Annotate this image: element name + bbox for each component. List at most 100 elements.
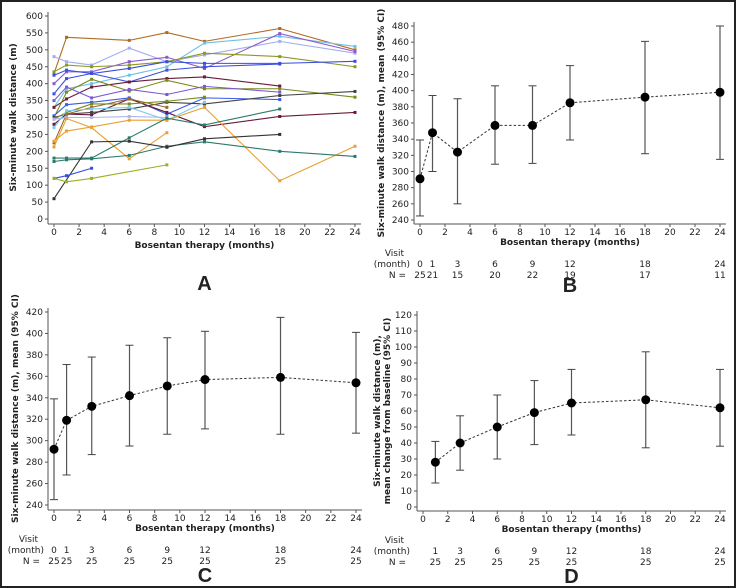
x-tick-label: 8 bbox=[519, 515, 525, 525]
y-tick-label: 280 bbox=[26, 458, 43, 468]
series-point bbox=[278, 132, 282, 136]
mean-point bbox=[455, 438, 465, 448]
series-point bbox=[90, 65, 94, 69]
x-axis-label: Bosentan therapy (months) bbox=[500, 238, 640, 248]
mean-point bbox=[276, 372, 285, 382]
x-tick-label: 16 bbox=[614, 228, 626, 238]
y-tick-label: 20 bbox=[401, 471, 413, 481]
visit-month-value: 12 bbox=[564, 260, 575, 270]
y-axis-label: Six-minute walk distance (m) bbox=[9, 43, 19, 191]
series-point bbox=[278, 62, 282, 66]
series-point bbox=[278, 114, 282, 118]
mean-point bbox=[715, 87, 725, 97]
series-point bbox=[278, 34, 282, 38]
n-value: 17 bbox=[639, 271, 650, 281]
n-value: 25 bbox=[454, 558, 465, 568]
n-value: 22 bbox=[527, 271, 538, 281]
n-row-label: N = bbox=[23, 557, 40, 567]
x-tick-label: 22 bbox=[690, 515, 701, 525]
x-tick-label: 24 bbox=[714, 228, 726, 238]
x-tick-label: 20 bbox=[664, 228, 676, 238]
x-tick-label: 10 bbox=[174, 228, 186, 238]
n-value: 20 bbox=[489, 271, 501, 281]
visit-month-value: 0 bbox=[417, 260, 423, 270]
series-point bbox=[353, 89, 357, 93]
series-point bbox=[90, 140, 94, 144]
mean-point bbox=[430, 457, 440, 467]
series-point bbox=[90, 113, 94, 117]
series-point bbox=[65, 68, 69, 72]
x-tick-label: 4 bbox=[101, 514, 107, 524]
series-point bbox=[52, 159, 56, 163]
series-line-24 bbox=[53, 164, 167, 183]
mean-point bbox=[490, 120, 500, 130]
series-point bbox=[127, 157, 131, 161]
series-point bbox=[65, 112, 69, 116]
series-point bbox=[90, 107, 94, 111]
series-point bbox=[278, 55, 282, 59]
visit-month-value: 24 bbox=[714, 547, 726, 557]
x-tick-label: 24 bbox=[349, 228, 361, 238]
x-tick-label: 12 bbox=[199, 228, 210, 238]
month-row-label: (month) bbox=[8, 546, 44, 556]
visit-month-value: 9 bbox=[164, 546, 170, 556]
series-point bbox=[52, 176, 56, 180]
series-point bbox=[165, 131, 169, 135]
x-tick-label: 8 bbox=[517, 228, 523, 238]
series-point bbox=[52, 55, 56, 59]
y-tick-label: 360 bbox=[26, 372, 43, 382]
series-point bbox=[165, 105, 169, 109]
x-tick-label: 14 bbox=[224, 514, 236, 524]
series-line-19 bbox=[53, 106, 356, 182]
y-tick-label: 280 bbox=[392, 184, 409, 194]
n-value: 25 bbox=[48, 557, 59, 567]
x-axis-label: Bosentan therapy (months) bbox=[135, 524, 275, 534]
n-value: 21 bbox=[427, 271, 438, 281]
series-point bbox=[203, 100, 206, 104]
mean-dashed-line bbox=[53, 376, 357, 450]
series-point bbox=[165, 77, 169, 81]
series-point bbox=[203, 39, 206, 43]
n-row-label: N = bbox=[389, 271, 406, 281]
mean-point bbox=[528, 120, 537, 130]
x-tick-label: 20 bbox=[665, 515, 677, 525]
y-tick-label: 10 bbox=[401, 487, 413, 497]
series-point bbox=[65, 87, 69, 91]
x-tick-label: 22 bbox=[325, 514, 336, 524]
series-point bbox=[165, 110, 169, 114]
month-row-label: (month) bbox=[374, 260, 410, 270]
series-point bbox=[52, 141, 56, 145]
mean-point bbox=[567, 398, 576, 408]
series-point bbox=[203, 84, 206, 88]
series-point bbox=[90, 157, 94, 161]
mean-point bbox=[529, 408, 539, 418]
series-point bbox=[65, 103, 69, 107]
series-point bbox=[278, 94, 282, 98]
series-point bbox=[203, 65, 206, 69]
series-point bbox=[65, 97, 69, 101]
n-value: 25 bbox=[86, 557, 97, 567]
series-point bbox=[65, 129, 69, 133]
y-tick-label: 550 bbox=[26, 29, 43, 39]
series-point bbox=[90, 105, 94, 109]
y-tick-label: 450 bbox=[26, 63, 43, 73]
series-point bbox=[90, 125, 94, 129]
visit-month-value: 9 bbox=[532, 547, 538, 557]
mean-point bbox=[428, 128, 437, 138]
series-point bbox=[278, 98, 282, 102]
series-point bbox=[353, 51, 357, 55]
mean-point bbox=[641, 395, 651, 405]
y-tick-label: 90 bbox=[401, 359, 413, 369]
series-point bbox=[127, 97, 131, 101]
x-tick-label: 2 bbox=[445, 515, 451, 525]
mean-dashed-line bbox=[419, 91, 721, 179]
series-point bbox=[203, 125, 206, 129]
x-tick-label: 6 bbox=[492, 228, 498, 238]
visit-row-label: Visit bbox=[19, 535, 39, 545]
x-tick-label: 0 bbox=[420, 515, 426, 525]
series-point bbox=[52, 72, 56, 76]
series-point bbox=[65, 110, 69, 114]
y-tick-label: 320 bbox=[392, 151, 409, 161]
n-value: 25 bbox=[492, 558, 503, 568]
x-tick-label: 2 bbox=[76, 228, 82, 238]
